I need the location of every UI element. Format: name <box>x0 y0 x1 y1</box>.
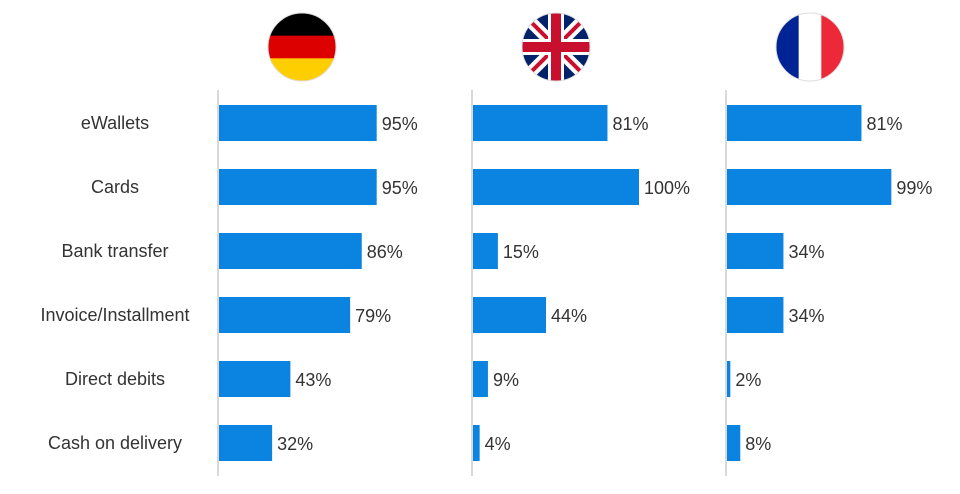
data-label: 86% <box>367 242 403 262</box>
bar <box>473 233 498 269</box>
flag-border <box>521 12 591 82</box>
data-label: 32% <box>277 434 313 454</box>
bar <box>473 361 488 397</box>
flag-border <box>267 12 337 82</box>
data-label: 99% <box>896 178 932 198</box>
bar <box>473 169 639 205</box>
data-label: 100% <box>644 178 690 198</box>
category-label: Bank transfer <box>61 241 168 261</box>
category-label: Cards <box>91 177 139 197</box>
bar <box>727 169 892 205</box>
bar <box>727 297 784 333</box>
bar <box>219 105 377 141</box>
bar <box>727 425 741 461</box>
data-label: 79% <box>355 306 391 326</box>
bar <box>473 105 608 141</box>
bar <box>219 361 291 397</box>
france-flag-icon <box>776 13 844 81</box>
data-label: 81% <box>866 114 902 134</box>
data-label: 34% <box>788 242 824 262</box>
bar <box>727 361 731 397</box>
bar <box>473 297 547 333</box>
category-label: Cash on delivery <box>48 433 182 453</box>
data-label: 34% <box>788 306 824 326</box>
data-label: 44% <box>551 306 587 326</box>
bar <box>727 233 784 269</box>
germany-flag-icon <box>268 13 336 81</box>
data-label: 95% <box>382 114 418 134</box>
data-label: 2% <box>735 370 761 390</box>
bar <box>219 233 362 269</box>
data-label: 81% <box>612 114 648 134</box>
data-label: 95% <box>382 178 418 198</box>
data-label: 43% <box>295 370 331 390</box>
data-label: 9% <box>493 370 519 390</box>
category-label: eWallets <box>81 113 149 133</box>
flag-border <box>775 12 845 82</box>
data-label: 8% <box>745 434 771 454</box>
category-label: Invoice/Installment <box>40 305 189 325</box>
bar <box>219 169 377 205</box>
data-label: 15% <box>503 242 539 262</box>
data-label: 4% <box>485 434 511 454</box>
bar <box>219 297 351 333</box>
bar <box>219 425 273 461</box>
bar <box>473 425 480 461</box>
bar <box>727 105 862 141</box>
uk-flag-icon <box>522 13 590 81</box>
category-label: Direct debits <box>65 369 165 389</box>
